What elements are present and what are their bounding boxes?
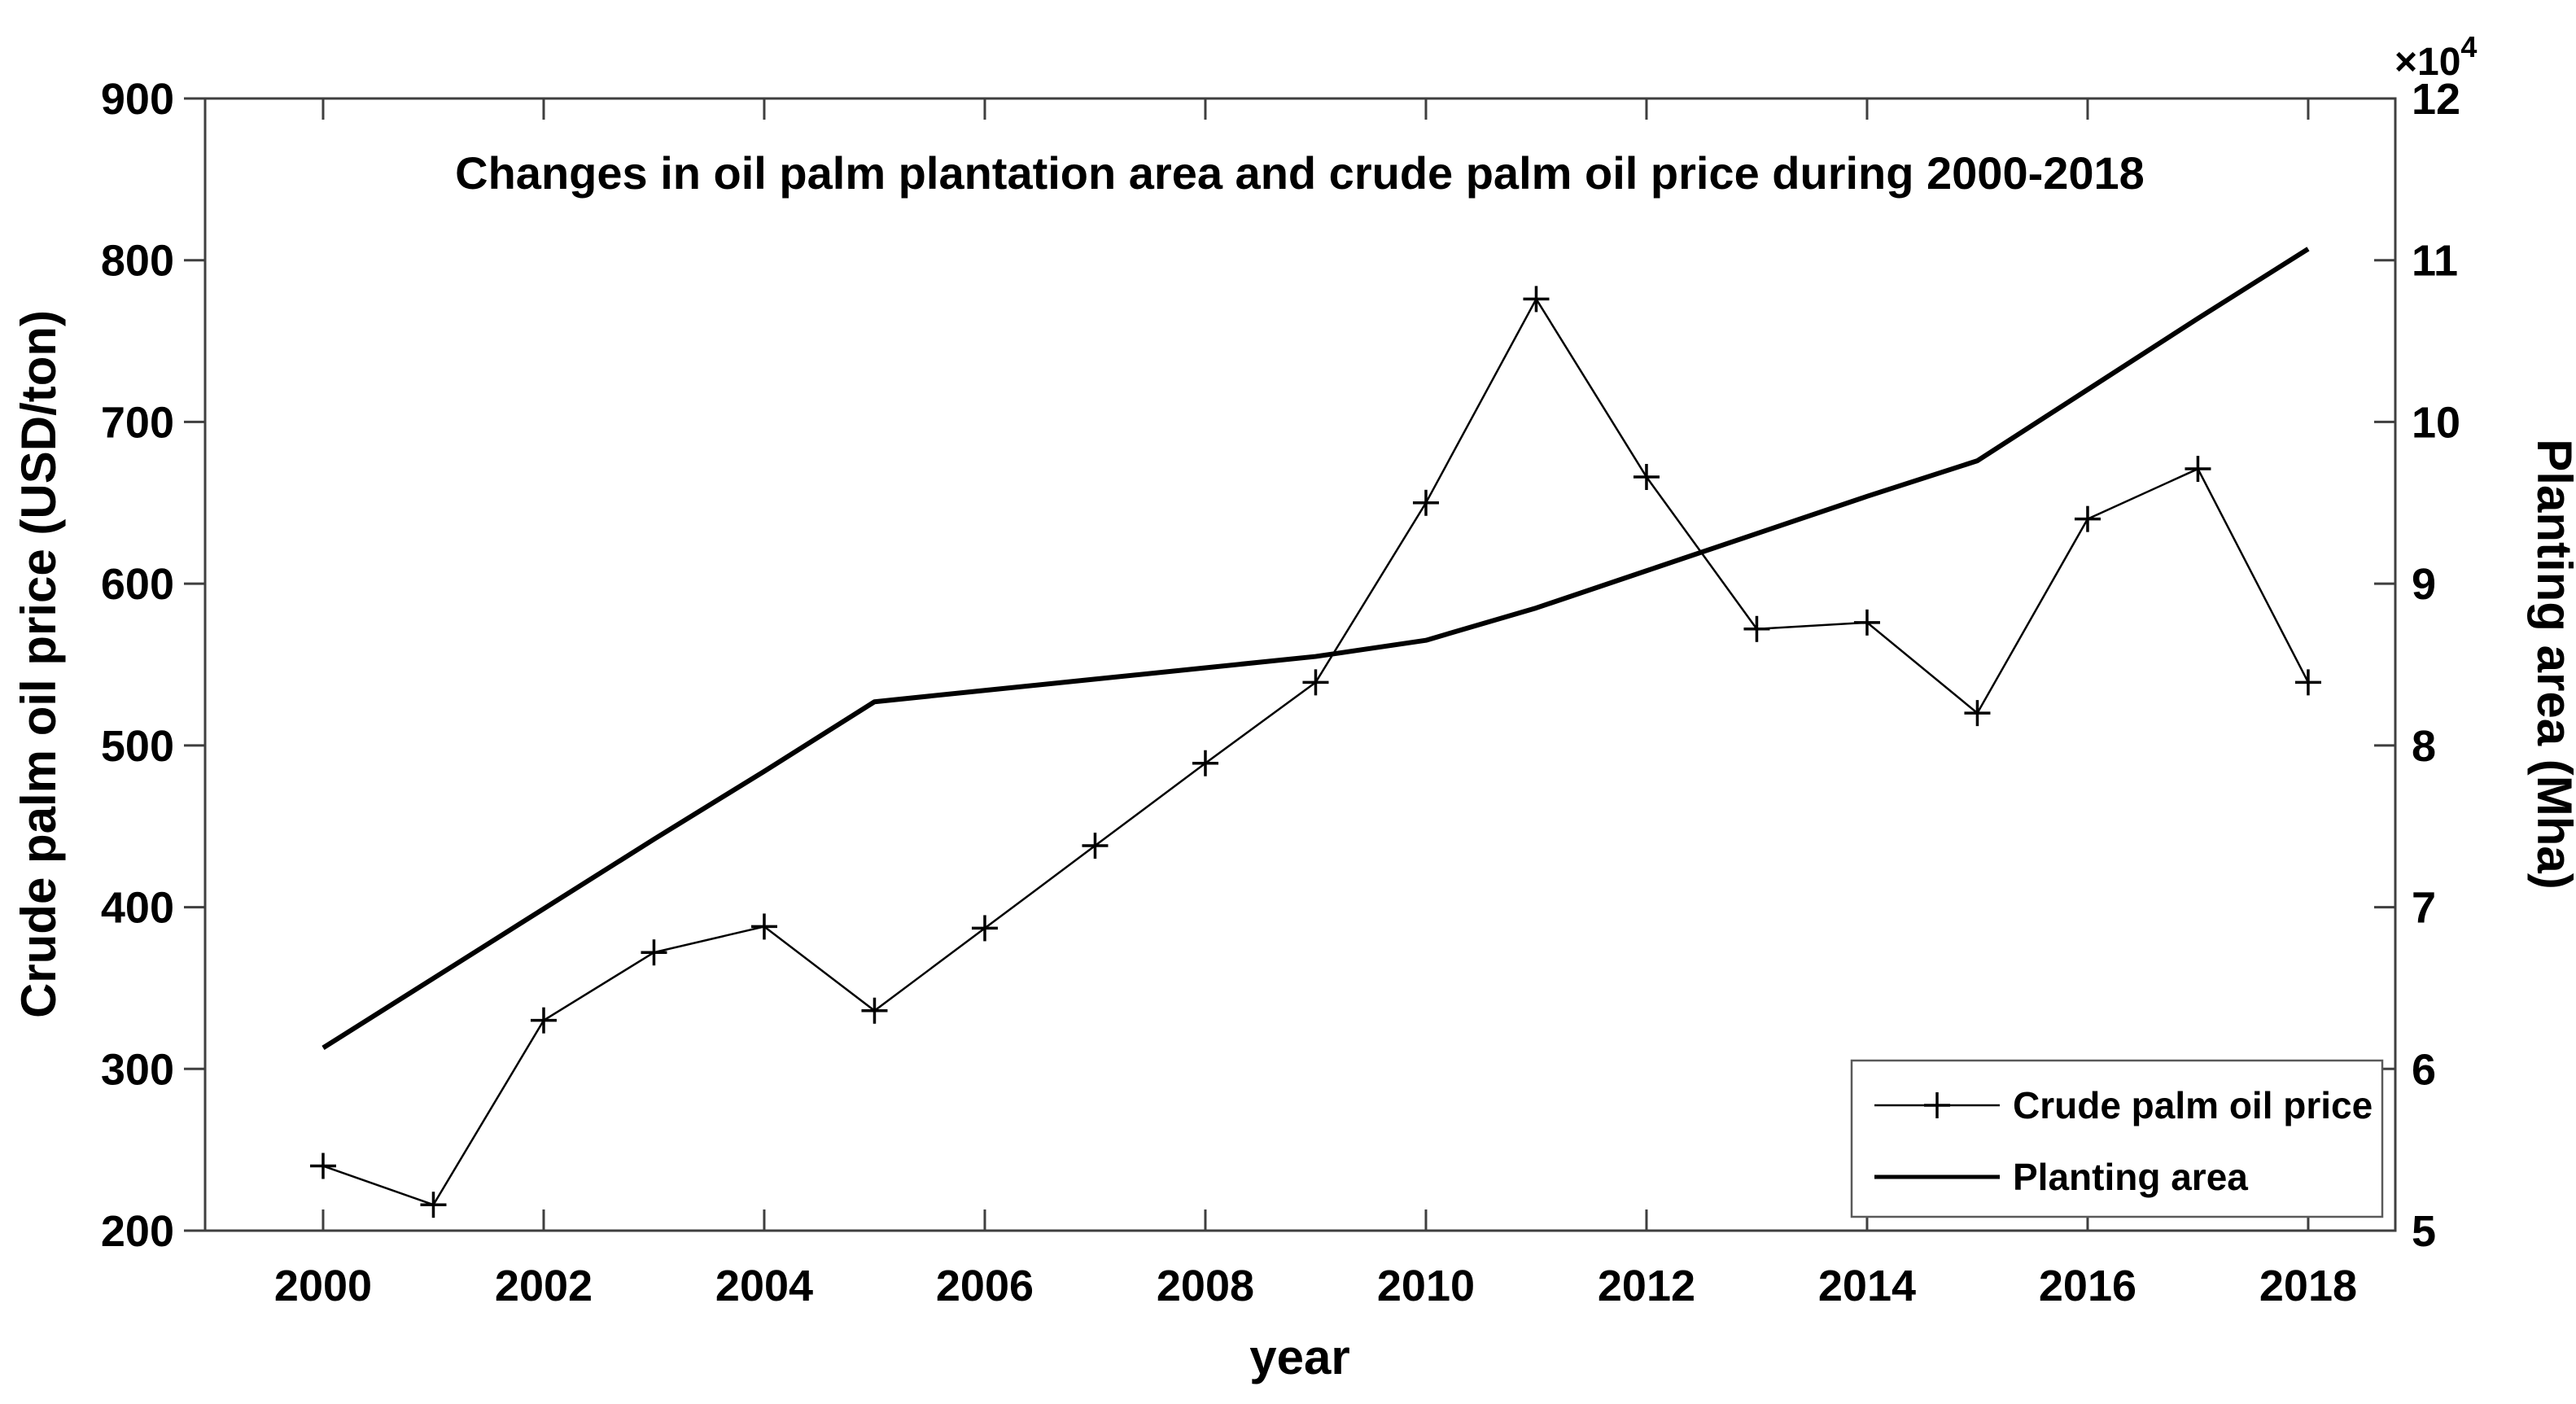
y-right-tick-label: 11: [2412, 237, 2458, 286]
y-right-tick-label: 8: [2412, 722, 2436, 771]
y-right-tick-label: 9: [2412, 560, 2436, 609]
x-tick-label: 2014: [1818, 1262, 1916, 1310]
x-axis-label: year: [1249, 1330, 1349, 1384]
legend-box: [1850, 1059, 2384, 1218]
multiplier-exponent: 4: [2460, 30, 2477, 63]
axes-box: [203, 97, 2397, 1232]
data-series: [309, 247, 2321, 1218]
plot-border: [203, 97, 2397, 1232]
legend: Crude palm oil price Planting area: [1850, 1059, 2384, 1218]
x-tick-label: 2010: [1377, 1262, 1475, 1310]
y-right-tick-label: 12: [2412, 75, 2460, 124]
y-left-tick-label: 300: [101, 1045, 174, 1094]
y-left-tick-label: 800: [101, 237, 174, 286]
x-tick-label: 2012: [1598, 1262, 1695, 1310]
y-left-tick-label: 200: [101, 1207, 174, 1256]
x-tick-label: 2016: [2039, 1262, 2136, 1310]
axis-tick-labels: 2000 2002 2004 2006 2008 2010 2012 2014 2016 2018…: [101, 75, 2460, 1310]
y-right-tick-label: 5: [2412, 1207, 2436, 1256]
y-right-tick-label: 7: [2412, 884, 2436, 933]
legend-label-price: Crude palm oil price: [2013, 1084, 2373, 1126]
y-left-tick-label: 400: [101, 884, 174, 933]
area-line: [321, 247, 2310, 1050]
x-tick-label: 2006: [936, 1262, 1034, 1310]
chart-title: Changes in oil palm plantation area and …: [455, 147, 2145, 199]
y-right-tick-label: 6: [2412, 1045, 2436, 1094]
legend-label-area: Planting area: [2013, 1156, 2248, 1198]
x-tick-label: 2008: [1157, 1262, 1254, 1310]
multiplier-base: ×10: [2394, 41, 2460, 84]
x-tick-label: 2000: [274, 1262, 372, 1310]
x-tick-label: 2004: [715, 1262, 813, 1310]
y-left-tick-label: 700: [101, 398, 174, 447]
y-right-axis-label: Planting area (Mha): [2527, 439, 2576, 889]
y-left-axis-label: Crude palm oil price (USD/ton): [11, 310, 66, 1018]
x-tick-label: 2002: [495, 1262, 593, 1310]
right-axis-multiplier: ×104: [2394, 30, 2477, 84]
y-left-tick-label: 900: [101, 75, 174, 124]
y-right-tick-label: 10: [2412, 398, 2460, 447]
x-tick-label: 2018: [2259, 1262, 2357, 1310]
y-left-tick-label: 500: [101, 722, 174, 771]
y-left-tick-label: 600: [101, 560, 174, 609]
